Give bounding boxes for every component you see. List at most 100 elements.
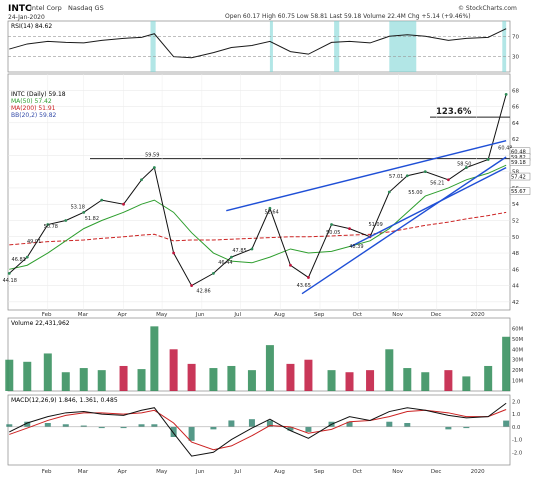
price-point xyxy=(307,276,310,279)
rsi-overbought-shade xyxy=(269,21,273,72)
macd-histogram-bar xyxy=(6,424,13,427)
volume-bar xyxy=(227,365,236,391)
volume-bar xyxy=(421,372,430,391)
chart-symbol: INTC xyxy=(8,4,32,14)
ma50-line xyxy=(9,164,507,270)
macd-x-tick: Aug xyxy=(274,469,285,475)
volume-bar xyxy=(150,326,159,391)
price-point xyxy=(405,174,409,178)
chart-ohlc: Open 60.17 High 60.75 Low 58.81 Last 59.… xyxy=(225,13,471,20)
volume-bar xyxy=(304,359,313,391)
price-x-tick: Aug xyxy=(274,312,285,318)
price-point xyxy=(64,219,68,222)
macd-histogram-bar xyxy=(151,424,158,427)
macd-panel: -2.0 -1.0 0.0 1.0 2.0 MACD(12,26,9) 1.846, 1… xyxy=(6,394,522,475)
upper-trendline xyxy=(226,140,507,212)
price-x-tick: Jun xyxy=(195,312,205,318)
price-point xyxy=(268,206,272,210)
volume-bar xyxy=(484,365,493,391)
price-x-tick: Sep xyxy=(314,312,325,318)
price-x-tick: Mar xyxy=(78,312,89,318)
price-value-label: 51.09 xyxy=(368,222,382,228)
price-point xyxy=(464,166,468,169)
lower-trendline xyxy=(301,156,507,295)
macd-histogram-bar xyxy=(266,420,273,427)
volume-bar xyxy=(137,369,146,391)
macd-y-tick: 1.0 xyxy=(512,412,520,418)
ma200-line xyxy=(9,211,507,246)
right-price-tag xyxy=(509,187,531,195)
volume-bar xyxy=(209,368,218,391)
price-y-tick: 64 xyxy=(512,121,519,127)
price-point xyxy=(190,284,193,287)
price-y-tick: 66 xyxy=(512,105,519,111)
macd-histogram-bar xyxy=(463,426,470,429)
legend-ma200: MA(200) 51.91 xyxy=(11,105,56,112)
price-value-label: 44.18 xyxy=(3,278,17,284)
macd-x-tick: Dec xyxy=(431,469,442,475)
price-y-tick: 46 xyxy=(512,267,519,273)
price-x-tick: Oct xyxy=(353,312,363,318)
price-y-tick: 44 xyxy=(512,284,519,290)
price-point xyxy=(504,92,508,96)
price-y-tick: 54 xyxy=(512,202,519,208)
volume-bar xyxy=(187,363,196,391)
price-point xyxy=(100,198,104,202)
volume-title: Volume 22,431,962 xyxy=(11,320,70,327)
price-frame xyxy=(7,73,511,311)
macd-histogram-bar xyxy=(98,426,105,429)
rsi-title: RSI(14) 84.62 xyxy=(11,23,52,30)
rsi-level-label: 70 xyxy=(512,34,519,40)
price-point xyxy=(348,227,351,231)
macd-histogram-bar xyxy=(305,426,312,432)
volume-bar xyxy=(345,372,354,391)
price-y-tick: 58 xyxy=(512,170,519,176)
macd-histogram-bar xyxy=(445,426,452,430)
right-price-label: 55.67 xyxy=(511,189,526,195)
chart-date: 24-Jan-2020 xyxy=(8,14,45,21)
volume-bar xyxy=(43,353,52,391)
fib-label: 123.6% xyxy=(436,107,472,117)
volume-bar xyxy=(403,368,412,391)
macd-x-tick: Apr xyxy=(118,469,128,475)
macd-histogram-bar xyxy=(170,426,177,437)
macd-histogram-bar xyxy=(287,426,294,431)
price-x-tick: Feb xyxy=(42,312,52,318)
volume-bar xyxy=(247,370,256,391)
rsi-overbought-shade xyxy=(502,21,507,72)
macd-histogram-bar xyxy=(503,420,510,427)
price-point xyxy=(330,223,333,226)
price-point xyxy=(212,271,215,275)
price-y-tick: 68 xyxy=(512,88,519,94)
right-price-label: 59.82 xyxy=(511,155,526,161)
macd-y-tick: -1.0 xyxy=(512,438,522,444)
volume-bar xyxy=(169,349,178,391)
price-point xyxy=(446,178,450,182)
price-point xyxy=(25,255,29,259)
price-y-tick: 50 xyxy=(512,235,519,241)
price-x-tick: Nov xyxy=(392,312,403,318)
macd-title: MACD(12,26,9) 1.846, 1.361, 0.485 xyxy=(11,397,118,404)
macd-x-tick: Jun xyxy=(195,469,205,475)
macd-line xyxy=(9,402,507,457)
price-value-label: 60.48 xyxy=(498,145,512,151)
macd-y-tick: -2.0 xyxy=(512,450,522,456)
macd-x-tick: Oct xyxy=(353,469,363,475)
rsi-level-label: 30 xyxy=(512,55,519,61)
volume-panel: 10M 20M 30M 40M 50M 60M Volume 22,431,962 xyxy=(5,317,523,392)
macd-histogram-bar xyxy=(24,421,31,427)
macd-x-tick: Sep xyxy=(314,469,325,475)
volume-y-tick: 40M xyxy=(512,347,523,353)
volume-bar xyxy=(444,370,453,391)
price-point xyxy=(152,166,156,169)
right-price-tag xyxy=(509,172,531,181)
volume-y-tick: 20M xyxy=(512,368,523,374)
price-y-tick: 42 xyxy=(512,300,519,306)
chart-copyright: © StockCharts.com xyxy=(458,5,517,12)
volume-bar xyxy=(327,370,336,391)
legend-price: INTC (Daily) 59.18 xyxy=(11,91,66,98)
volume-bar xyxy=(97,370,106,391)
macd-histogram-bar xyxy=(386,421,393,427)
macd-x-tick: Nov xyxy=(392,469,403,475)
